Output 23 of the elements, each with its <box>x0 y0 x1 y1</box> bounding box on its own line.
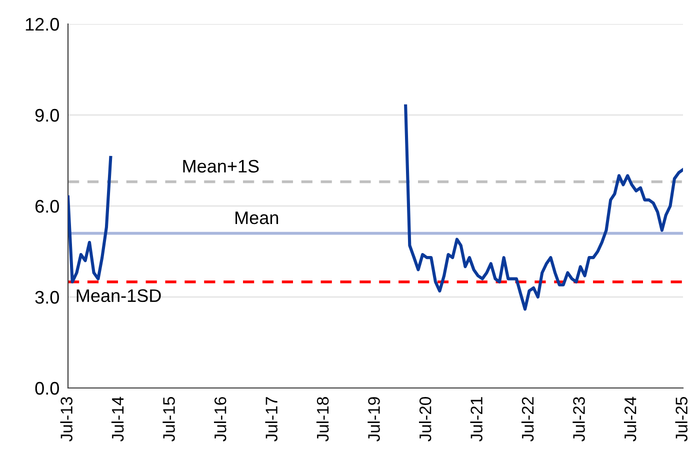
x-tick-label: Jul-13 <box>60 397 72 442</box>
ref-line-label: Mean <box>236 212 278 224</box>
ref-line-label: Mean-1SD <box>76 289 161 302</box>
x-tick-label: Jul-20 <box>419 396 432 442</box>
y-tick-label: 12.0 <box>26 18 59 31</box>
x-tick-label: Jul-24 <box>624 396 636 442</box>
x-tick-label: Jul-16 <box>214 397 226 442</box>
line-series <box>68 156 112 284</box>
y-tick-label: 3.0 <box>35 290 59 304</box>
x-tick-label: Jul-23 <box>572 397 585 442</box>
y-tick-label: 9.0 <box>35 108 59 122</box>
x-tick-label: Jul-18 <box>316 397 329 442</box>
x-tick-label: Jul-15 <box>162 397 175 442</box>
ref-line-label: Mean+1S <box>183 160 259 173</box>
y-tick-label: 0.0 <box>35 382 59 395</box>
y-tick-label: 6.0 <box>35 200 59 213</box>
line-series <box>404 104 683 311</box>
x-tick-label: Jul-19 <box>368 397 380 442</box>
x-tick-label: Jul-14 <box>111 396 124 442</box>
x-tick-label: Jul-22 <box>521 397 534 442</box>
x-tick-label: Jul-21 <box>470 397 482 442</box>
x-tick-label: Jul-17 <box>265 397 278 442</box>
x-tick-label: Jul-25 <box>675 397 688 442</box>
